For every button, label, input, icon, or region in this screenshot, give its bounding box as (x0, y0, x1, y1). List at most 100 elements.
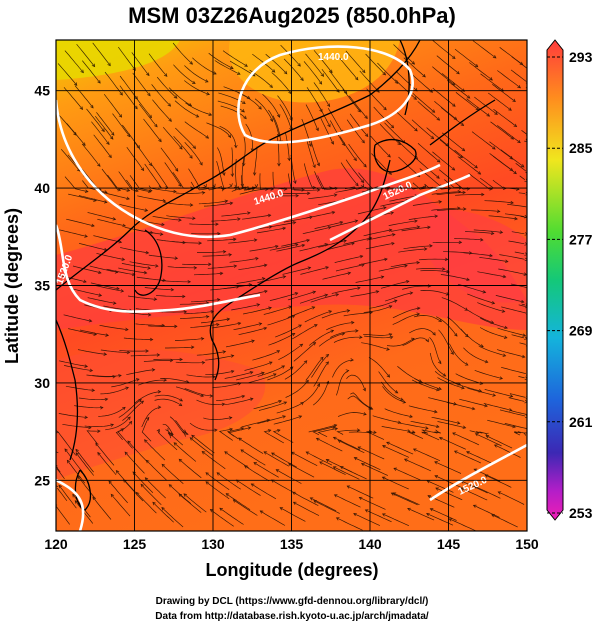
streamline-arrowhead (99, 406, 104, 410)
streamline-arrowhead (253, 462, 258, 466)
streamline (303, 163, 316, 189)
streamline-arrowhead (384, 257, 388, 262)
streamline-arrowhead (438, 318, 442, 323)
streamline (271, 479, 297, 495)
cool-patch-northwest (56, 40, 180, 80)
streamline-arrowhead (335, 517, 340, 521)
streamline-arrowhead (122, 223, 127, 228)
streamline (87, 212, 116, 220)
streamline (372, 415, 401, 424)
streamline (467, 309, 494, 324)
coast-china-east (56, 319, 79, 461)
streamline-arrowhead (312, 185, 317, 190)
streamline-arrowhead (391, 241, 395, 246)
colorbar-tick-label: 277 (569, 231, 593, 247)
streamline (190, 323, 220, 328)
streamline-arrowhead (90, 104, 94, 109)
streamline-arrowhead (343, 239, 347, 243)
streamline-arrowhead (446, 269, 450, 274)
streamline-arrowhead (111, 132, 115, 136)
streamline-arrowhead (414, 156, 419, 160)
streamline-arrowhead (456, 421, 461, 425)
streamline (196, 399, 225, 405)
streamline-arrowhead (151, 368, 156, 372)
streamline-arrowhead (219, 507, 223, 512)
streamline-arrowhead (159, 232, 164, 236)
streamline (146, 460, 168, 481)
streamline-arrowhead (132, 67, 136, 71)
streamline (354, 457, 381, 471)
streamline-arrowhead (149, 337, 154, 342)
streamline-arrowhead (350, 358, 354, 362)
streamline (178, 493, 202, 513)
streamline-arrowhead (288, 463, 292, 467)
streamline-arrowhead (392, 492, 397, 496)
streamline (319, 461, 346, 475)
streamline-arrowhead (243, 465, 248, 469)
streamline-arrowhead (127, 416, 131, 421)
streamline (95, 115, 114, 140)
streamline (224, 371, 253, 379)
streamline (140, 484, 162, 506)
streamline-arrowhead (147, 266, 151, 270)
y-axis-ticks: 25 30 35 40 45 (34, 83, 50, 489)
streamline (152, 502, 174, 523)
streamline-arrowhead (75, 448, 79, 453)
streamline-arrowhead (442, 373, 447, 377)
streamline (172, 241, 202, 244)
streamline (86, 374, 116, 378)
coast-hokkaido (373, 138, 417, 173)
streamline (126, 369, 155, 376)
streamline (212, 382, 241, 388)
streamline-arrowhead (135, 188, 139, 193)
streamline (313, 361, 329, 387)
streamline (216, 161, 225, 190)
streamline (154, 394, 183, 402)
streamline (76, 43, 95, 67)
streamline (490, 121, 514, 140)
streamline (263, 451, 290, 467)
streamline (81, 143, 101, 167)
streamline (156, 295, 185, 297)
streamline-arrowhead (388, 333, 393, 337)
streamline-arrowhead (92, 496, 96, 501)
streamline (436, 316, 458, 337)
streamline (148, 325, 177, 327)
streamline (497, 327, 526, 337)
streamline (132, 471, 154, 494)
streamline-arrowhead (523, 432, 527, 436)
streamline-arrowhead (178, 402, 183, 407)
streamline-arrowhead (325, 361, 329, 365)
streamline-arrowhead (316, 188, 321, 192)
streamline-arrowhead (116, 286, 120, 291)
streamline-arrowhead (423, 247, 428, 251)
streamline (119, 350, 149, 352)
streamline-arrowhead (474, 63, 479, 68)
streamline (180, 316, 209, 319)
streamline-arrowhead (205, 315, 210, 319)
streamline-arrowhead (244, 63, 248, 67)
streamline-arrowhead (343, 90, 348, 95)
streamline (416, 268, 445, 270)
streamline-arrowhead (434, 461, 438, 465)
streamline-arrowhead (213, 71, 217, 75)
streamline (138, 379, 167, 386)
streamline-arrowhead (119, 92, 123, 96)
streamline (145, 477, 166, 499)
streamline-arrowhead (237, 217, 241, 221)
streamline-arrowhead (416, 260, 421, 265)
streamline-arrowhead (363, 412, 367, 416)
streamline-arrowhead (221, 402, 226, 407)
streamline-arrowhead (147, 313, 152, 317)
colorbar-tick-label: 269 (569, 323, 593, 339)
streamline-arrowhead (430, 135, 435, 140)
streamline-arrowhead (121, 257, 126, 261)
streamline-arrowhead (431, 109, 436, 113)
streamline (58, 274, 87, 283)
streamline (384, 292, 413, 302)
streamline-arrowhead (170, 287, 175, 292)
streamline (308, 194, 337, 200)
streamline (469, 430, 486, 434)
streamline (441, 132, 465, 152)
streamline-arrowhead (477, 171, 482, 175)
